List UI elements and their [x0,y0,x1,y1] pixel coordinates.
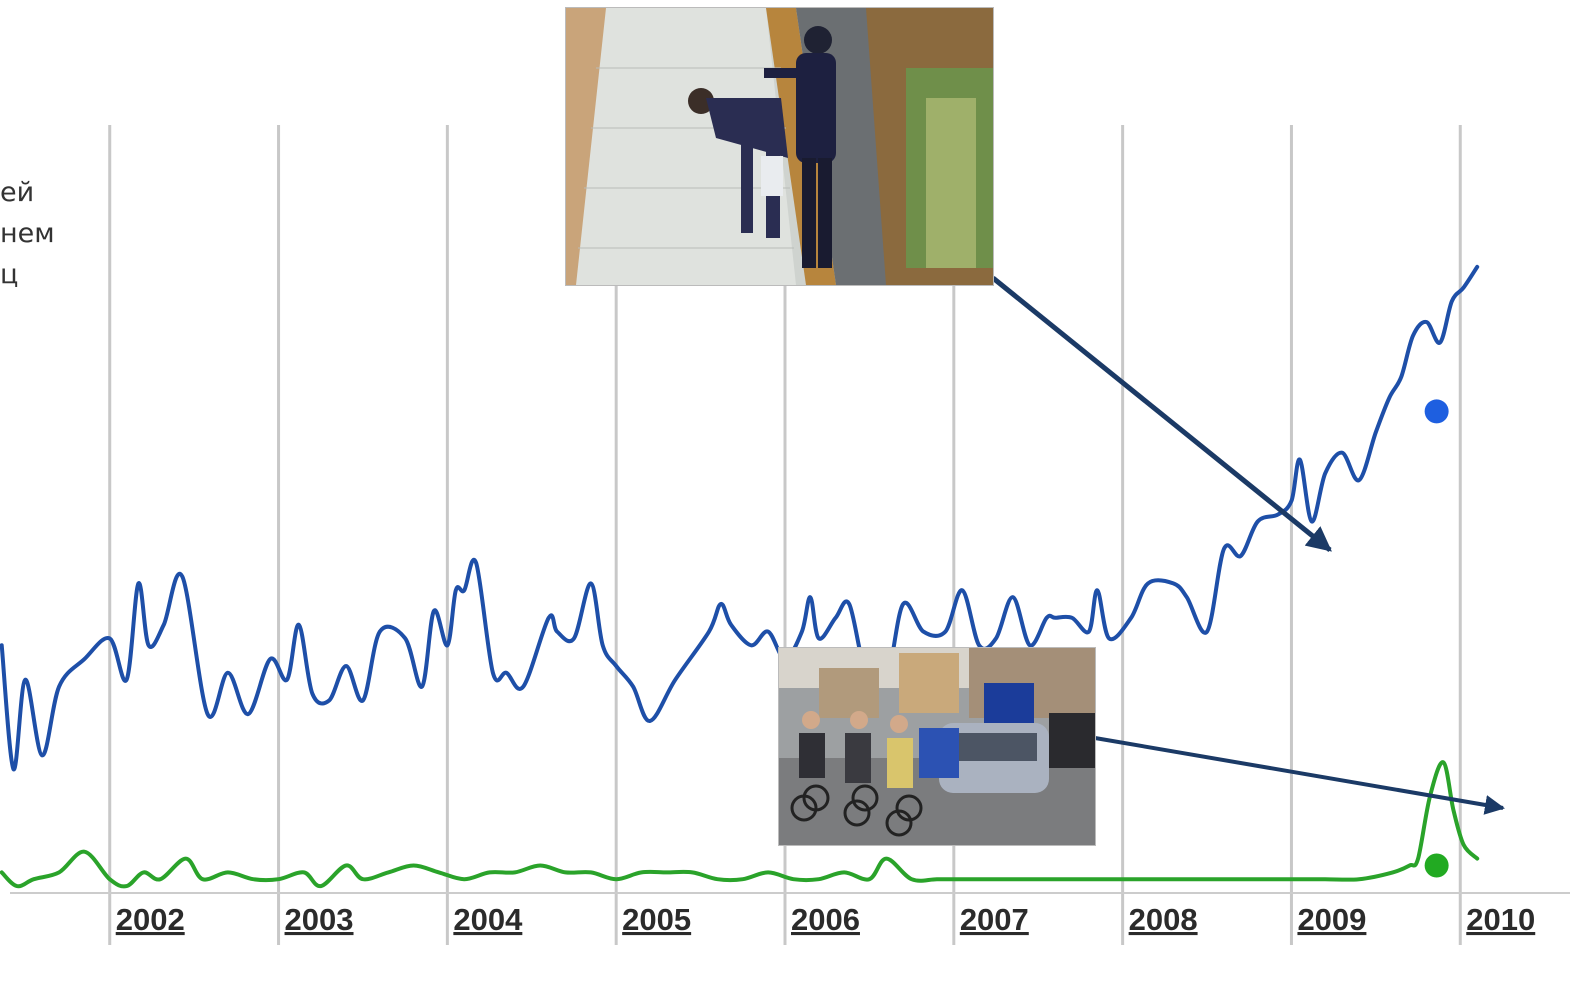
city-bike-ride-icon [779,648,1095,845]
x-tick-label-2002: 2002 [116,902,185,937]
marker-dot-green [1424,853,1449,878]
security-camera-still-icon [566,8,993,285]
x-tick-label-2009: 2009 [1297,902,1366,937]
x-tick-label-2006: 2006 [791,902,860,937]
series-markers [1424,399,1449,878]
x-tick-label-2003: 2003 [285,902,354,937]
series-line-green [0,760,1480,889]
x-tick-label-2005: 2005 [622,902,691,937]
arrow-to-green-series [1094,736,1505,815]
series-line-blue [0,264,1480,772]
x-tick-label-2007: 2007 [960,902,1029,937]
bike-ride-photo [779,648,1095,845]
x-axis-ticks: 2002 2003 2004 2005 2006 2007 2008 2009 2010 [116,902,1536,937]
x-tick-label-2010: 2010 [1466,902,1535,937]
truncated-side-label: ей нем ц [0,177,55,290]
security-camera-photo [566,8,993,285]
x-tick-label-2004: 2004 [453,902,523,937]
marker-dot-blue [1424,399,1449,424]
x-tick-label-2008: 2008 [1129,902,1198,937]
series-lines [0,264,1480,889]
arrow-to-blue-series [991,276,1332,552]
